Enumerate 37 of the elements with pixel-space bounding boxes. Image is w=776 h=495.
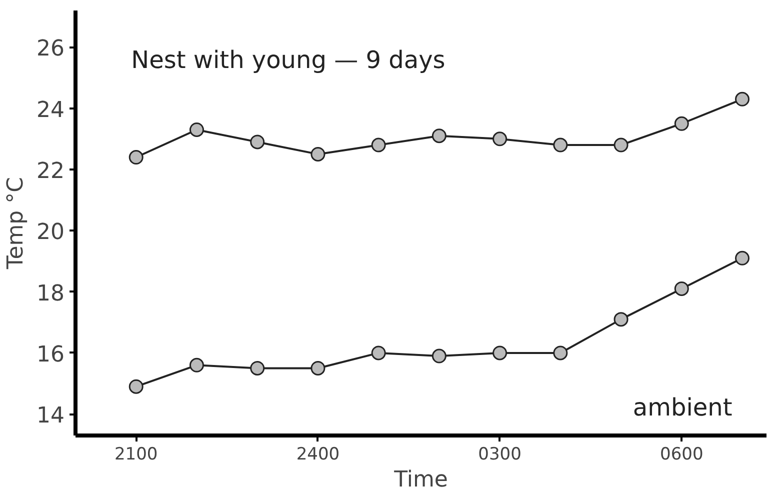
point [250, 134, 265, 150]
point [371, 346, 386, 360]
point [432, 348, 446, 364]
x-tick-label: 2400 [296, 444, 340, 464]
x-tick-label: 2100 [114, 444, 158, 464]
y-tick-label: 22 [36, 158, 65, 184]
text: ambient [632, 394, 732, 422]
point [371, 138, 386, 152]
text: Nest with young — 9 days [131, 46, 446, 74]
x-tick-label: 0600 [660, 444, 704, 464]
point [189, 122, 204, 137]
y-tick-label: 26 [36, 36, 65, 62]
point [492, 132, 508, 146]
point [614, 138, 628, 152]
point [250, 360, 265, 376]
point [128, 150, 144, 164]
point [189, 358, 204, 372]
y-axis-title: Temp °C [4, 176, 29, 270]
y-tick-label: 16 [36, 342, 65, 368]
point [553, 346, 568, 360]
point [310, 146, 326, 162]
point [553, 138, 568, 152]
point [674, 116, 689, 131]
point [735, 92, 750, 106]
point [735, 250, 750, 266]
x-axis-title: Time [393, 468, 448, 492]
y-tick-label: 24 [36, 98, 65, 123]
point [128, 379, 144, 394]
y-tick-label: 18 [36, 281, 65, 306]
y-tick-label: 20 [36, 220, 65, 246]
point [432, 128, 446, 144]
point [614, 312, 628, 327]
x-tick-label: 0300 [478, 444, 522, 464]
point [310, 360, 326, 376]
y-tick-label: 14 [36, 404, 65, 429]
point [674, 282, 689, 296]
point [492, 346, 508, 360]
